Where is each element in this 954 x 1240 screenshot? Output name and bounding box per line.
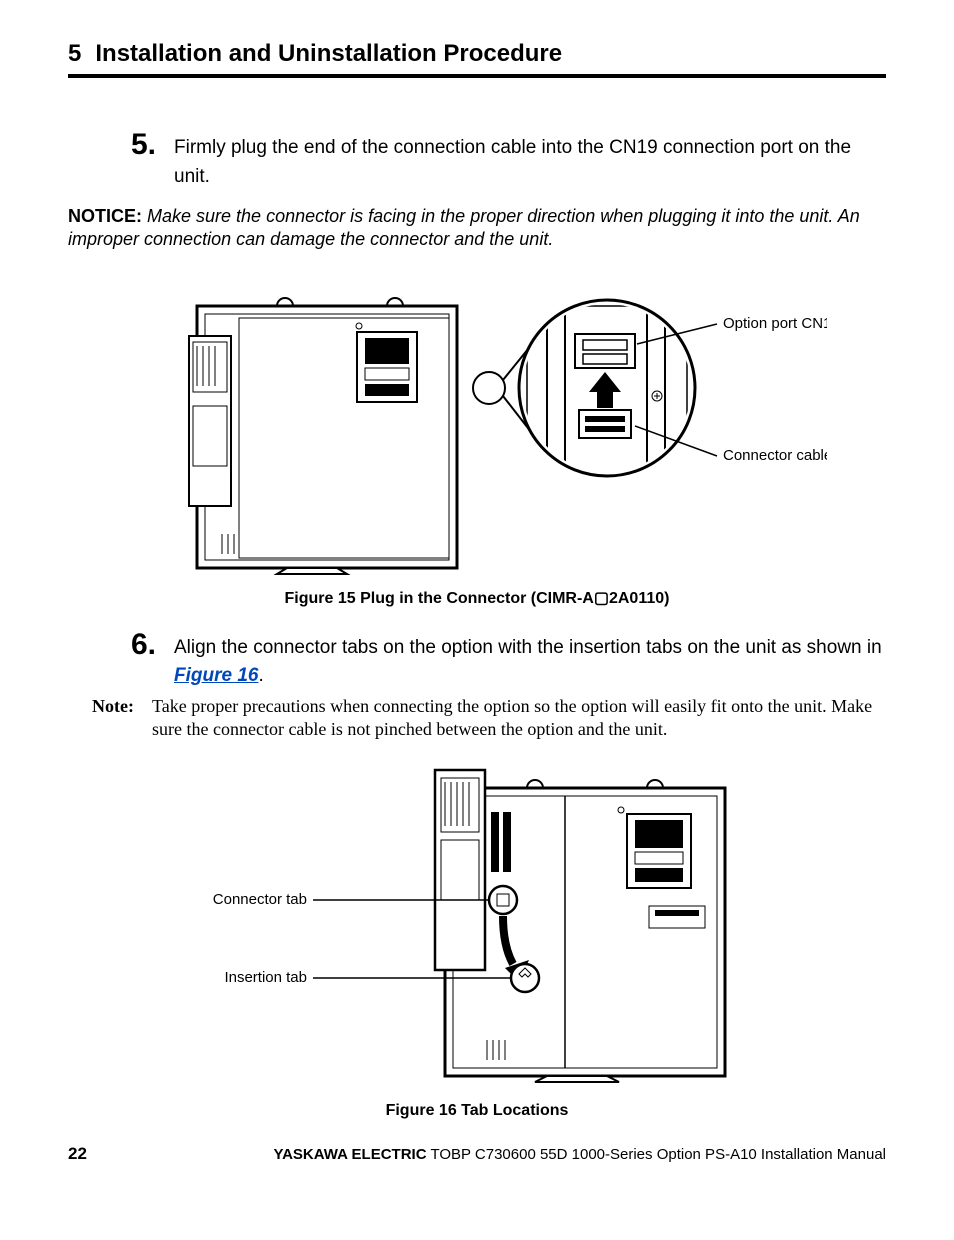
step-number: 6. [106,628,156,662]
page-number: 22 [68,1144,87,1164]
figure-16-diagram: Connector tab Insertion tab [177,760,777,1090]
footer-doc-text: TOBP C730600 55D 1000-Series Option PS-A… [427,1146,886,1163]
figure-15-label-cable: Connector cable [723,447,827,464]
figure-15-diagram: Option port CN19 Connector cable [127,276,827,576]
step-number: 5. [106,128,156,162]
step-6-suffix: . [258,665,263,686]
notice-label: NOTICE: [68,206,142,226]
step-5: 5. Firmly plug the end of the connection… [106,128,886,191]
section-title: Installation and Uninstallation Procedur… [95,40,562,68]
figure-16-caption: Figure 16 Tab Locations [68,1102,886,1120]
section-header: 5 Installation and Uninstallation Proced… [68,40,886,78]
figure-16-label-connector-tab: Connector tab [213,891,307,908]
section-number: 5 [68,40,81,68]
figure-16-link[interactable]: Figure 16 [174,665,258,686]
note-label: Note: [92,695,152,718]
notice: NOTICE: Make sure the connector is facin… [68,205,886,252]
figure-16-label-insertion-tab: Insertion tab [224,969,307,986]
step-text: Firmly plug the end of the connection ca… [174,128,886,191]
figure-15-caption: Figure 15 Plug in the Connector (CIMR-A▢… [68,588,886,608]
step-6: 6. Align the connector tabs on the optio… [106,628,886,691]
footer-brand: YASKAWA ELECTRIC [273,1146,426,1163]
notice-body: Make sure the connector is facing in the… [68,206,860,249]
figure-15-label-port: Option port CN19 [723,315,827,332]
footer: 22 YASKAWA ELECTRIC TOBP C730600 55D 100… [68,1144,886,1164]
footer-doc: YASKAWA ELECTRIC TOBP C730600 55D 1000-S… [273,1146,886,1163]
figure-16: Connector tab Insertion tab [68,760,886,1090]
figure-15: Option port CN19 Connector cable [68,276,886,576]
step-text: Align the connector tabs on the option w… [174,628,886,691]
step-6-prefix: Align the connector tabs on the option w… [174,637,882,658]
note: Note: Take proper precautions when conne… [92,695,886,742]
note-body: Take proper precautions when connecting … [152,695,886,742]
